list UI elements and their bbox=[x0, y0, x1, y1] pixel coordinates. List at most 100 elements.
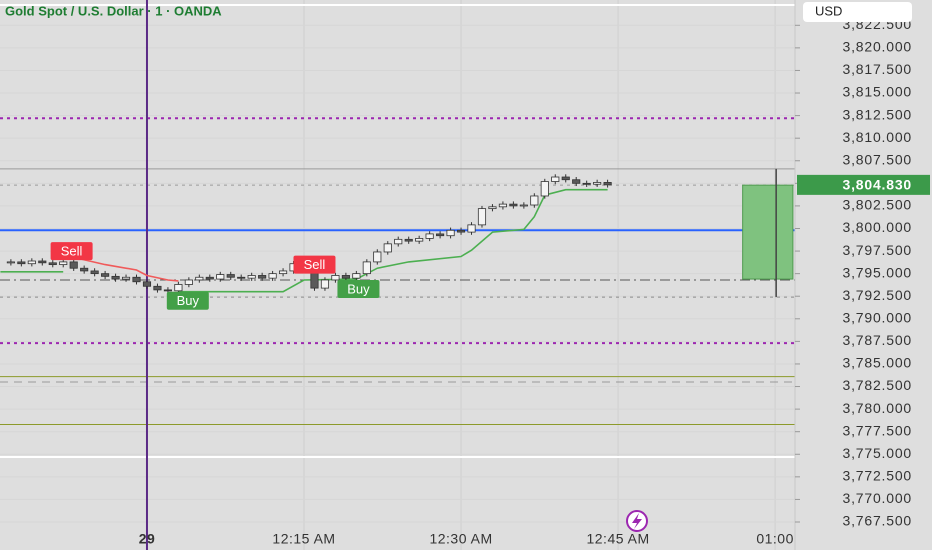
y-tick-label: 3,767.500 bbox=[843, 513, 912, 529]
y-tick-label: 3,817.500 bbox=[843, 61, 912, 77]
candle-body bbox=[477, 208, 487, 226]
candle-body bbox=[59, 261, 68, 266]
signal-box bbox=[337, 279, 380, 298]
y-tick-label: 3,810.000 bbox=[843, 129, 912, 145]
x-tick-label: 29 bbox=[139, 531, 156, 547]
candle-body bbox=[101, 273, 110, 277]
candle-body bbox=[394, 238, 403, 245]
candle-body bbox=[163, 289, 172, 292]
candle-body bbox=[341, 275, 350, 279]
candle-body bbox=[80, 267, 89, 272]
y-tick-label: 3,787.500 bbox=[843, 332, 912, 348]
candle-body bbox=[205, 276, 214, 280]
candle-body bbox=[530, 195, 539, 206]
icon-bolt[interactable] bbox=[632, 513, 642, 529]
y-tick-label: 3,772.500 bbox=[843, 468, 912, 484]
y-tick-label: 3,770.000 bbox=[843, 490, 912, 506]
signal-box bbox=[50, 242, 93, 261]
y-tick-label: 3,780.000 bbox=[843, 400, 912, 416]
y-tick-label: 3,790.000 bbox=[843, 310, 912, 326]
candle-body bbox=[467, 224, 476, 233]
candle-body bbox=[446, 229, 455, 237]
signal-box bbox=[166, 291, 209, 310]
candle-body bbox=[69, 261, 78, 269]
y-tick-label: 3,775.000 bbox=[843, 445, 912, 461]
candle-body bbox=[268, 273, 277, 279]
currency[interactable]: USD bbox=[815, 3, 842, 18]
candle-body bbox=[436, 233, 445, 237]
candle-body bbox=[184, 279, 193, 285]
y-tick-label: 3,820.000 bbox=[843, 39, 912, 55]
candle-body bbox=[90, 270, 99, 275]
signal-label: Buy bbox=[166, 291, 209, 310]
y-tick-label: 3,797.500 bbox=[843, 242, 912, 258]
candle-body bbox=[456, 229, 466, 233]
y-tick-label: 3,812.500 bbox=[843, 106, 912, 122]
candle-body bbox=[404, 238, 413, 242]
candle-body bbox=[603, 182, 612, 186]
candle-body bbox=[362, 261, 371, 275]
x-tick-label: 12:30 AM bbox=[429, 531, 492, 547]
candle-body bbox=[111, 275, 120, 280]
candle-body bbox=[593, 182, 602, 185]
last-price-label: 3,804.830 bbox=[843, 177, 912, 193]
candle-body bbox=[237, 276, 246, 279]
signal-label: Sell bbox=[293, 255, 336, 274]
y-tick-label: 3,782.500 bbox=[843, 377, 912, 393]
y-tick-label: 3,777.500 bbox=[843, 422, 912, 438]
signal-label: Buy bbox=[337, 279, 380, 298]
candle-body bbox=[551, 176, 560, 182]
candle-body bbox=[561, 176, 570, 181]
plot-area: Sell Sell Buy Buy bbox=[0, 0, 795, 550]
signal-text: Buy bbox=[177, 293, 200, 308]
axes: 3,822.5003,820.0003,817.5003,815.0003,81… bbox=[139, 16, 930, 547]
candle-body bbox=[17, 261, 26, 265]
candle-body bbox=[540, 181, 549, 197]
currency-box[interactable] bbox=[803, 2, 912, 22]
candle-body bbox=[195, 276, 204, 281]
y-tick-label: 3,802.500 bbox=[843, 197, 912, 213]
candle-body bbox=[509, 203, 518, 207]
candle-body bbox=[383, 243, 392, 253]
signal-text: Sell bbox=[304, 257, 326, 272]
candle-body bbox=[352, 273, 361, 279]
x-tick-label: 12:45 AM bbox=[586, 531, 649, 547]
candle-body bbox=[425, 233, 434, 239]
y-tick-label: 3,800.000 bbox=[843, 219, 912, 235]
candle-body bbox=[27, 260, 36, 265]
x-tick-label: 01:00 bbox=[756, 531, 794, 547]
candle-body bbox=[226, 274, 235, 278]
candle-body bbox=[373, 251, 382, 263]
range-box bbox=[742, 184, 794, 280]
candle-body bbox=[132, 276, 141, 283]
trend-line bbox=[73, 256, 179, 282]
candle-body bbox=[279, 270, 288, 275]
signal-box bbox=[293, 255, 336, 274]
y-tick-label: 3,815.000 bbox=[843, 84, 912, 100]
y-tick-label: 3,785.000 bbox=[843, 355, 912, 371]
candle-body bbox=[174, 284, 183, 292]
indicator-icon[interactable] bbox=[626, 510, 648, 532]
last-price-box bbox=[797, 174, 930, 195]
candle-body bbox=[48, 262, 57, 266]
y-tick-label: 3,792.500 bbox=[843, 287, 912, 303]
candle-body bbox=[519, 204, 528, 207]
candle-body bbox=[258, 275, 267, 279]
y-tick-label: 3,795.000 bbox=[843, 264, 912, 280]
signal-label: Sell bbox=[50, 242, 93, 261]
candle-body bbox=[582, 182, 591, 185]
candle-body bbox=[142, 281, 152, 287]
candle-body bbox=[121, 276, 131, 280]
price-axis-panel bbox=[795, 0, 932, 550]
signal-text: Sell bbox=[61, 244, 83, 259]
candle-body bbox=[415, 238, 424, 242]
candle-body bbox=[6, 261, 15, 264]
candle-body bbox=[488, 206, 497, 210]
candle-body bbox=[38, 260, 47, 264]
candle-body bbox=[572, 179, 581, 184]
candle-body bbox=[320, 279, 330, 289]
candle-body bbox=[331, 275, 340, 281]
x-tick-label: 12:15 AM bbox=[272, 531, 335, 547]
chart-title: Gold Spot / U.S. Dollar · 1 · OANDA bbox=[5, 3, 222, 18]
